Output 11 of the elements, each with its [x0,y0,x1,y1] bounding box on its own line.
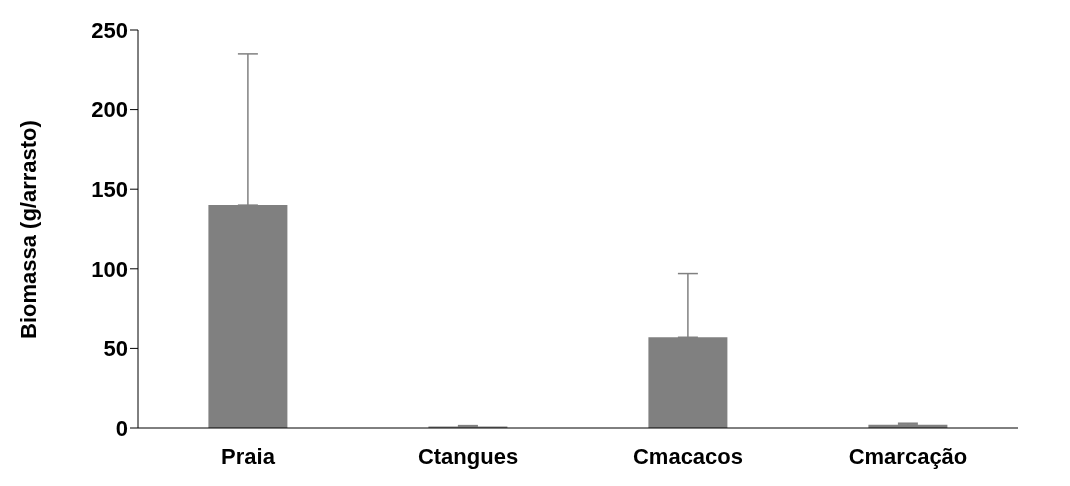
y-tick-label: 0 [115,415,128,441]
x-tick-label: Cmarcação [848,443,968,469]
y-tick-label: 100 [91,256,128,282]
y-tick-label: 150 [91,177,128,203]
x-tick-label: Ctangues [417,443,519,469]
x-tick-label: Praia [221,443,276,469]
y-tick-label: 200 [91,97,128,123]
y-axis-title: Biomassa (g/arrasto) [15,120,41,339]
y-tick-label: 50 [103,336,128,362]
x-tick-label: Cmacacos [632,443,744,469]
y-tick-label: 250 [91,17,128,43]
